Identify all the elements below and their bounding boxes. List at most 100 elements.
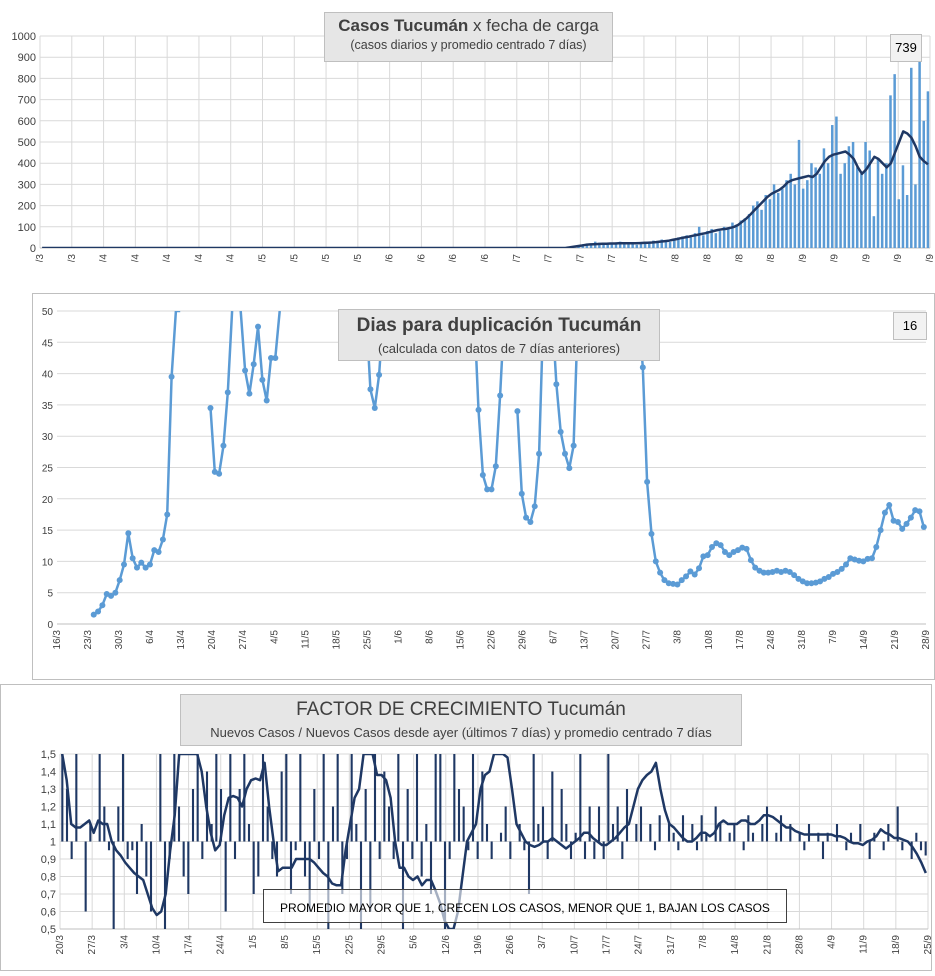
data-point: [116, 577, 123, 584]
data-point: [168, 373, 175, 380]
data-bar: [818, 173, 822, 248]
data-point: [721, 549, 728, 556]
data-bar: [710, 228, 713, 248]
data-bar: [308, 841, 311, 912]
data-bar: [882, 841, 885, 851]
data-bar: [635, 824, 638, 842]
x-tick-label: 24/6: [480, 254, 491, 262]
data-bar: [845, 841, 848, 851]
data-bar: [597, 806, 601, 842]
data-point: [159, 536, 166, 543]
data-bar: [140, 824, 143, 842]
x-tick-label: 6/4: [145, 630, 156, 644]
data-bar: [919, 841, 923, 851]
data-bar: [177, 806, 181, 842]
y-tick-label: 1,2: [41, 802, 56, 814]
x-tick-label: 23/3: [83, 630, 94, 650]
data-bar: [807, 824, 811, 842]
data-bar: [443, 841, 447, 929]
data-bar: [131, 841, 134, 851]
x-tick-label: 20/7: [611, 630, 622, 650]
data-bar: [653, 841, 657, 851]
x-tick-label: 8/4: [130, 254, 141, 262]
data-bar: [373, 754, 377, 842]
data-bar: [490, 841, 493, 859]
data-point: [791, 572, 798, 579]
data-bar: [453, 754, 456, 842]
data-point: [125, 530, 132, 537]
data-bar: [504, 806, 507, 842]
data-bar: [485, 824, 489, 842]
data-bar: [667, 824, 671, 842]
x-tick-label: 31/8: [797, 630, 808, 650]
data-point: [376, 371, 383, 378]
data-bar: [266, 806, 269, 842]
data-bar: [914, 184, 917, 248]
data-bar: [747, 214, 751, 248]
data-bar: [702, 235, 705, 248]
data-point: [242, 367, 249, 374]
data-bar: [776, 192, 780, 248]
x-tick-label: 10/7: [569, 935, 580, 955]
x-tick-label: 17/4: [184, 935, 195, 955]
x-tick-label: 15/7: [575, 254, 586, 262]
data-point: [99, 602, 106, 609]
x-tick-label: 27/5: [353, 254, 364, 262]
data-bar: [569, 841, 573, 859]
data-bar: [880, 173, 884, 248]
data-point: [717, 542, 724, 549]
x-tick-label: 14/8: [730, 935, 741, 955]
x-tick-label: 3/6: [385, 254, 396, 262]
data-bar: [581, 245, 584, 248]
x-tick-label: 17/6: [448, 254, 459, 262]
data-bar: [614, 242, 618, 248]
data-bar: [876, 158, 880, 248]
data-point: [224, 389, 231, 396]
data-point: [479, 472, 486, 479]
data-point: [488, 486, 495, 493]
data-bar: [317, 841, 321, 859]
data-bar: [61, 754, 64, 842]
data-point: [155, 549, 162, 556]
y-tick-label: 10: [42, 557, 54, 568]
data-point: [207, 405, 214, 412]
data-bar: [145, 841, 148, 877]
y-tick-label: 200: [18, 201, 36, 213]
cases-latest-badge: 739: [890, 34, 922, 62]
x-tick-label: 21/9: [890, 630, 901, 650]
data-bar: [457, 789, 461, 842]
data-bar: [789, 824, 792, 842]
data-bar: [313, 789, 316, 842]
x-tick-label: 7/9: [828, 630, 839, 644]
data-bar: [714, 233, 718, 248]
data-bar: [606, 243, 609, 248]
data-bar: [739, 220, 743, 248]
data-bar: [785, 180, 788, 248]
x-tick-label: 16/3: [52, 630, 63, 650]
data-point: [834, 569, 841, 576]
data-point: [652, 558, 659, 565]
data-bar: [705, 832, 708, 842]
data-bar: [872, 216, 876, 248]
data-bar: [885, 163, 888, 248]
data-bar: [565, 824, 568, 842]
data-point: [907, 514, 914, 521]
data-point: [129, 555, 136, 562]
data-bar: [747, 815, 750, 842]
data-bar: [718, 231, 722, 248]
data-point: [843, 561, 850, 568]
data-point: [90, 611, 97, 618]
y-tick-label: 400: [18, 158, 36, 170]
data-bar: [378, 841, 381, 859]
data-bar: [821, 841, 825, 859]
data-bar: [623, 243, 626, 248]
data-bar: [760, 209, 763, 248]
data-bar: [751, 832, 755, 842]
x-tick-label: 29/5: [376, 935, 387, 955]
data-point: [691, 571, 698, 578]
data-point: [825, 574, 832, 581]
y-tick-label: 100: [18, 222, 36, 234]
x-tick-label: 27/4: [238, 630, 249, 650]
x-tick-label: 25/3: [67, 254, 78, 262]
data-bar: [798, 832, 801, 842]
